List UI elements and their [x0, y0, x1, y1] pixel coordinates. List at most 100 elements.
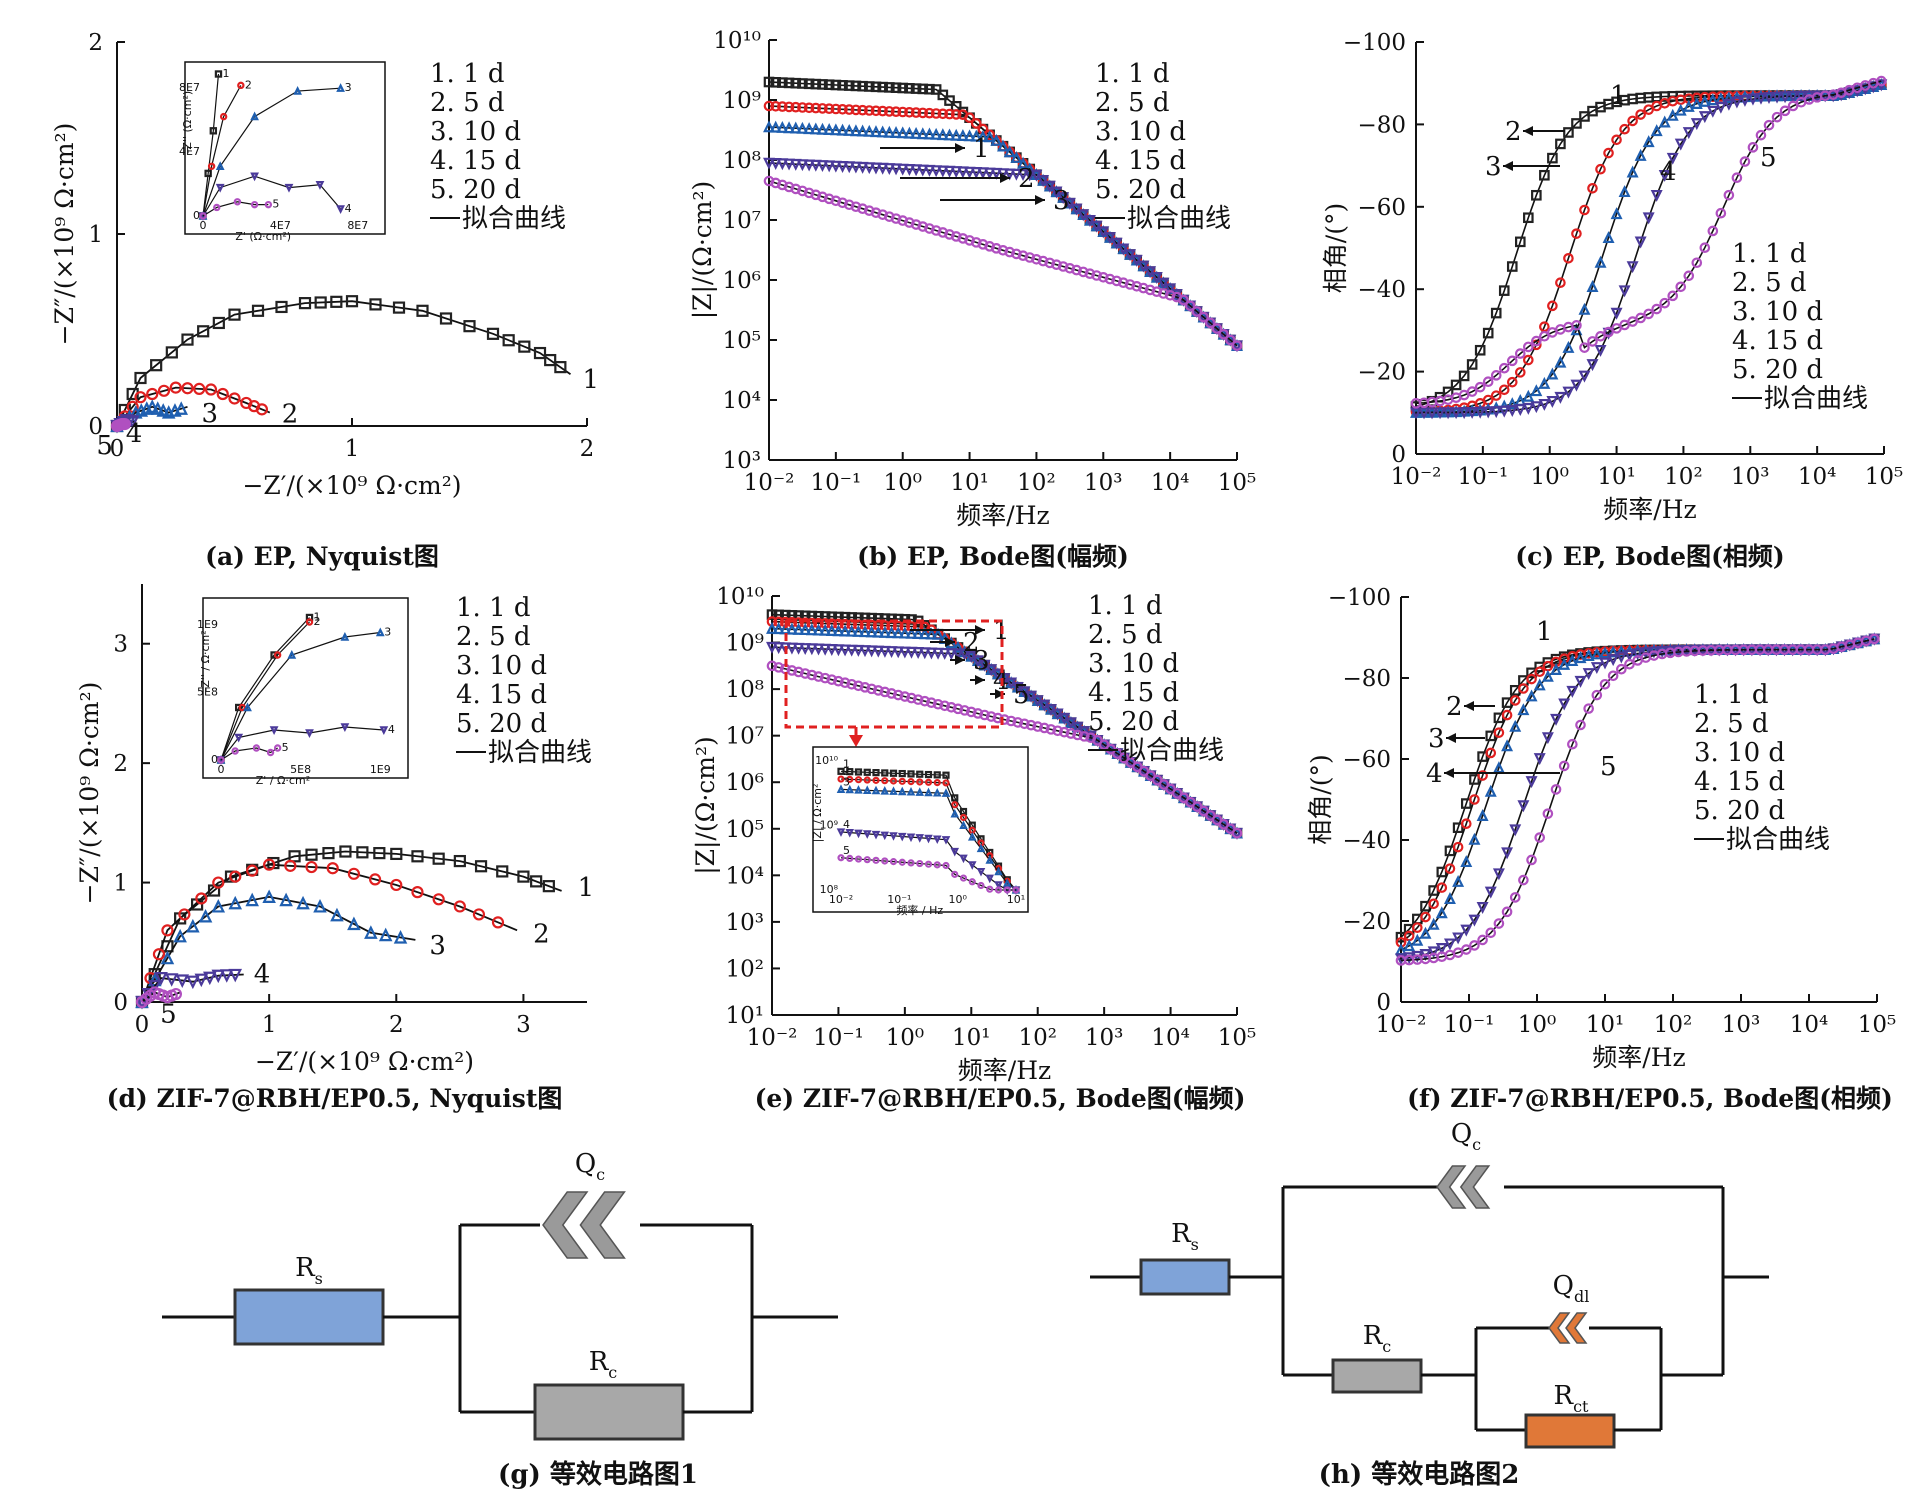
- data-point-c-4: [1666, 152, 1679, 165]
- data-point-b-4: [1137, 260, 1150, 273]
- data-point-c-4: [1618, 285, 1631, 298]
- inset-point-d-5: [252, 744, 261, 752]
- data-point-b-4: [823, 160, 836, 173]
- data-point-e-5: [819, 672, 831, 684]
- y-tick-label-e-7: 10⁸: [726, 677, 765, 703]
- data-point-d-3: [186, 918, 200, 933]
- data-point-f-5: [1868, 633, 1880, 645]
- data-point-c-2: [1498, 384, 1510, 396]
- data-point-a-2: [204, 383, 218, 396]
- data-point-f-4: [1664, 645, 1677, 658]
- data-point-b-5: [1191, 306, 1203, 317]
- data-point-e-4: [932, 647, 945, 660]
- data-point-c-3: [1666, 108, 1679, 121]
- data-point-b-1: [870, 81, 882, 93]
- data-point-a-1: [392, 301, 406, 314]
- data-point-f-4: [1517, 800, 1530, 813]
- data-point-a-1: [197, 325, 210, 338]
- series-label-e-3: 3: [973, 646, 990, 676]
- data-point-c-4: [1466, 406, 1479, 419]
- fit-curve-d-3: [141, 895, 416, 1003]
- data-point-b-4: [1083, 215, 1096, 227]
- inset-point-e-5: [854, 855, 863, 863]
- data-point-b-3: [763, 120, 775, 133]
- data-point-c-4: [1634, 236, 1647, 249]
- data-point-b-5: [1064, 262, 1076, 274]
- inset-series-label-d-4: 4: [388, 723, 395, 736]
- data-point-e-5: [1072, 729, 1083, 741]
- data-point-e-5: [979, 709, 990, 721]
- data-point-b-5: [770, 177, 781, 189]
- legend-item-f-3: 3. 10 d: [1694, 738, 1785, 768]
- data-point-b-3: [963, 129, 976, 142]
- inset-point-a-2: [237, 81, 245, 90]
- data-point-f-2: [1501, 709, 1513, 721]
- data-point-b-5: [1151, 286, 1163, 297]
- fit-curve-d-5: [141, 991, 181, 1003]
- data-point-e-5: [826, 674, 838, 685]
- data-point-c-4: [1426, 407, 1439, 420]
- data-point-c-4: [1642, 212, 1655, 225]
- inset-point-e-3: [924, 787, 933, 797]
- data-point-c-3: [1610, 207, 1623, 220]
- data-point-b-1: [857, 80, 868, 92]
- data-point-b-3: [809, 122, 822, 135]
- data-point-a-1: [150, 359, 163, 372]
- data-point-c-5: [1571, 320, 1582, 331]
- data-point-c-5: [1659, 297, 1671, 309]
- data-point-b-4: [976, 167, 989, 180]
- x-tick-label-c-6: 10⁴: [1798, 464, 1837, 490]
- x-tick-label-c-1: 10⁻¹: [1458, 464, 1509, 490]
- data-point-d-2: [432, 893, 445, 906]
- data-point-b-3: [916, 127, 929, 140]
- data-point-f-1: [1469, 774, 1480, 785]
- inset-point-e-4: [976, 867, 986, 877]
- y-tick-label-b-1: 10⁴: [723, 388, 762, 414]
- data-point-e-5: [799, 668, 811, 679]
- data-point-c-3: [1706, 93, 1719, 106]
- x-tick-label-e-4: 10²: [1018, 1025, 1057, 1051]
- data-point-c-4: [1730, 96, 1743, 109]
- data-point-d-1: [496, 865, 509, 878]
- data-point-f-5: [1526, 854, 1537, 866]
- inset-point-e-2: [933, 779, 941, 787]
- data-point-d-4: [164, 973, 179, 987]
- data-point-c-3: [1722, 91, 1735, 104]
- data-point-a-2: [146, 387, 159, 401]
- data-point-e-5: [892, 689, 904, 701]
- data-point-d-2: [195, 892, 208, 905]
- data-point-c-3: [1658, 115, 1671, 128]
- inset-point-a-3: [250, 111, 259, 121]
- arrow-head-e-4: [975, 675, 985, 685]
- data-point-c-4: [1755, 92, 1767, 105]
- inset-x-label-e: 频率 / Hz: [896, 903, 943, 917]
- x-tick-label-a-2: 2: [580, 436, 595, 462]
- data-point-c-5: [1595, 331, 1606, 342]
- data-point-e-5: [906, 692, 917, 704]
- data-point-c-5: [1747, 142, 1759, 153]
- data-point-d-2: [263, 858, 276, 871]
- x-axis-label-c: 频率/Hz: [1603, 495, 1696, 524]
- data-point-c-2: [1587, 183, 1598, 194]
- data-point-c-1: [1547, 152, 1558, 164]
- caption-a: (a) EP, Nyquist图: [205, 542, 439, 571]
- data-point-b-3: [903, 126, 916, 139]
- legend-item-e-3: 3. 10 d: [1088, 649, 1179, 679]
- data-point-e-5: [1005, 715, 1017, 727]
- data-point-d-2: [152, 948, 166, 961]
- y-tick-label-b-0: 10³: [723, 448, 762, 474]
- data-point-e-3: [898, 626, 911, 639]
- data-point-d-1: [288, 850, 301, 863]
- series-label-a-1: 1: [583, 365, 600, 395]
- data-point-f-3: [1525, 689, 1538, 702]
- inset-series-label-d-2: 2: [314, 615, 321, 628]
- inset-point-e-4: [932, 835, 942, 845]
- data-point-f-4: [1452, 932, 1465, 945]
- data-point-b-2: [810, 102, 822, 114]
- inset-fit-a-4: [202, 175, 342, 217]
- data-point-e-5: [786, 665, 798, 676]
- legend-item-d-4: 4. 15 d: [456, 680, 547, 710]
- data-point-e-5: [965, 706, 977, 718]
- data-point-e-3: [892, 626, 905, 639]
- series-label-e-2: 2: [963, 628, 980, 658]
